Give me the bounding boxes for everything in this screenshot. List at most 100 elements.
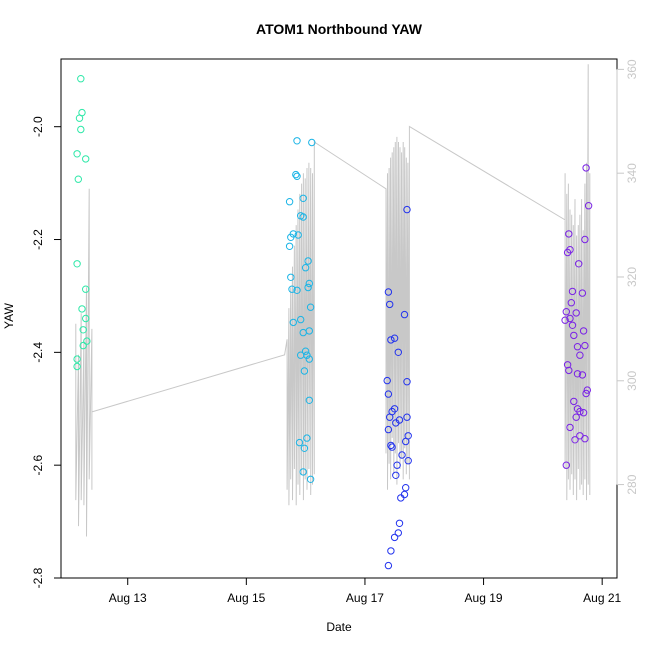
data-point bbox=[402, 437, 410, 446]
data-point bbox=[566, 314, 574, 323]
data-point bbox=[397, 494, 405, 502]
data-point bbox=[576, 351, 584, 359]
data-point bbox=[578, 289, 587, 297]
data-point bbox=[73, 355, 81, 363]
data-point bbox=[582, 164, 590, 172]
data-point bbox=[562, 308, 570, 316]
right-axis-line-series bbox=[75, 64, 591, 537]
data-point bbox=[77, 75, 85, 83]
data-point bbox=[570, 397, 578, 406]
y-axis-label: YAW bbox=[2, 302, 16, 329]
data-point bbox=[79, 326, 87, 334]
x-tick-label: Aug 19 bbox=[465, 591, 503, 605]
data-point bbox=[306, 303, 315, 311]
data-point bbox=[584, 202, 593, 210]
data-point bbox=[387, 547, 395, 555]
data-point bbox=[299, 468, 307, 476]
data-point bbox=[387, 441, 395, 450]
data-point bbox=[562, 461, 570, 469]
data-point bbox=[293, 137, 301, 145]
data-point bbox=[404, 457, 412, 465]
data-point bbox=[390, 533, 399, 542]
axes: Aug 13 Aug 15 Aug 17 Aug 19 Aug 21 -2.8 -2.6 -2… bbox=[31, 59, 639, 605]
data-point bbox=[568, 321, 577, 329]
point-group-1 bbox=[73, 75, 91, 371]
data-point bbox=[82, 155, 90, 163]
data-point bbox=[565, 366, 573, 375]
y-tick-label: -2.2 bbox=[31, 229, 45, 250]
chart-title: ATOM1 Northbound YAW bbox=[256, 21, 423, 37]
point-group-3 bbox=[383, 205, 412, 570]
data-point bbox=[563, 361, 572, 369]
point-group-4 bbox=[561, 164, 593, 469]
data-point bbox=[285, 242, 294, 251]
data-point bbox=[73, 362, 81, 371]
data-point bbox=[305, 355, 313, 363]
yaw-degrees-line bbox=[75, 64, 591, 537]
y-tick-label: -2.8 bbox=[31, 567, 45, 588]
data-point bbox=[581, 341, 589, 350]
y2-tick-label: 320 bbox=[625, 267, 639, 287]
data-point bbox=[306, 475, 315, 483]
data-point bbox=[576, 407, 584, 416]
data-point bbox=[573, 343, 582, 351]
x-tick-label: Aug 15 bbox=[227, 591, 265, 605]
data-point bbox=[300, 367, 309, 375]
data-point bbox=[386, 413, 394, 421]
data-point bbox=[305, 279, 313, 288]
data-point bbox=[299, 194, 307, 203]
data-point bbox=[572, 309, 580, 317]
data-point bbox=[308, 138, 316, 147]
data-point bbox=[384, 390, 393, 398]
data-point bbox=[579, 409, 588, 417]
y-tick-label: -2.6 bbox=[31, 455, 45, 476]
data-point bbox=[567, 299, 575, 307]
data-point bbox=[390, 334, 399, 342]
y2-tick-label: 340 bbox=[625, 163, 639, 183]
data-point bbox=[579, 327, 588, 335]
data-point bbox=[571, 436, 579, 444]
data-point bbox=[303, 434, 311, 442]
data-point bbox=[73, 150, 81, 158]
data-point bbox=[79, 341, 87, 350]
data-point bbox=[292, 170, 300, 179]
data-point bbox=[392, 471, 400, 479]
data-point bbox=[394, 529, 402, 537]
data-point bbox=[581, 435, 589, 443]
data-point bbox=[403, 413, 411, 421]
data-point bbox=[573, 370, 582, 378]
data-point bbox=[563, 248, 572, 257]
data-point bbox=[304, 283, 312, 292]
data-point bbox=[305, 327, 313, 335]
data-point bbox=[82, 314, 90, 323]
data-point bbox=[288, 285, 296, 293]
data-point bbox=[402, 484, 410, 492]
data-point bbox=[74, 175, 83, 183]
data-point bbox=[77, 125, 85, 134]
data-point bbox=[303, 351, 311, 359]
data-point bbox=[299, 213, 307, 221]
data-point bbox=[383, 376, 391, 385]
y2-tick-label: 360 bbox=[625, 59, 639, 79]
data-point bbox=[301, 347, 310, 355]
data-point bbox=[300, 444, 309, 452]
data-point bbox=[394, 348, 402, 356]
data-point bbox=[82, 285, 90, 293]
y2-tick-label: 280 bbox=[625, 474, 639, 494]
data-point bbox=[392, 419, 400, 427]
data-point bbox=[565, 230, 573, 238]
data-point bbox=[289, 318, 297, 327]
data-point bbox=[73, 260, 81, 268]
data-point bbox=[400, 310, 409, 319]
data-point bbox=[305, 396, 313, 404]
scatter-points bbox=[73, 75, 593, 570]
data-point bbox=[561, 316, 569, 324]
point-group-2 bbox=[285, 137, 316, 483]
data-point bbox=[384, 561, 393, 570]
data-point bbox=[83, 337, 91, 345]
x-tick-label: Aug 21 bbox=[583, 591, 621, 605]
data-point bbox=[398, 451, 406, 459]
y-tick-label: -2.4 bbox=[31, 342, 45, 363]
